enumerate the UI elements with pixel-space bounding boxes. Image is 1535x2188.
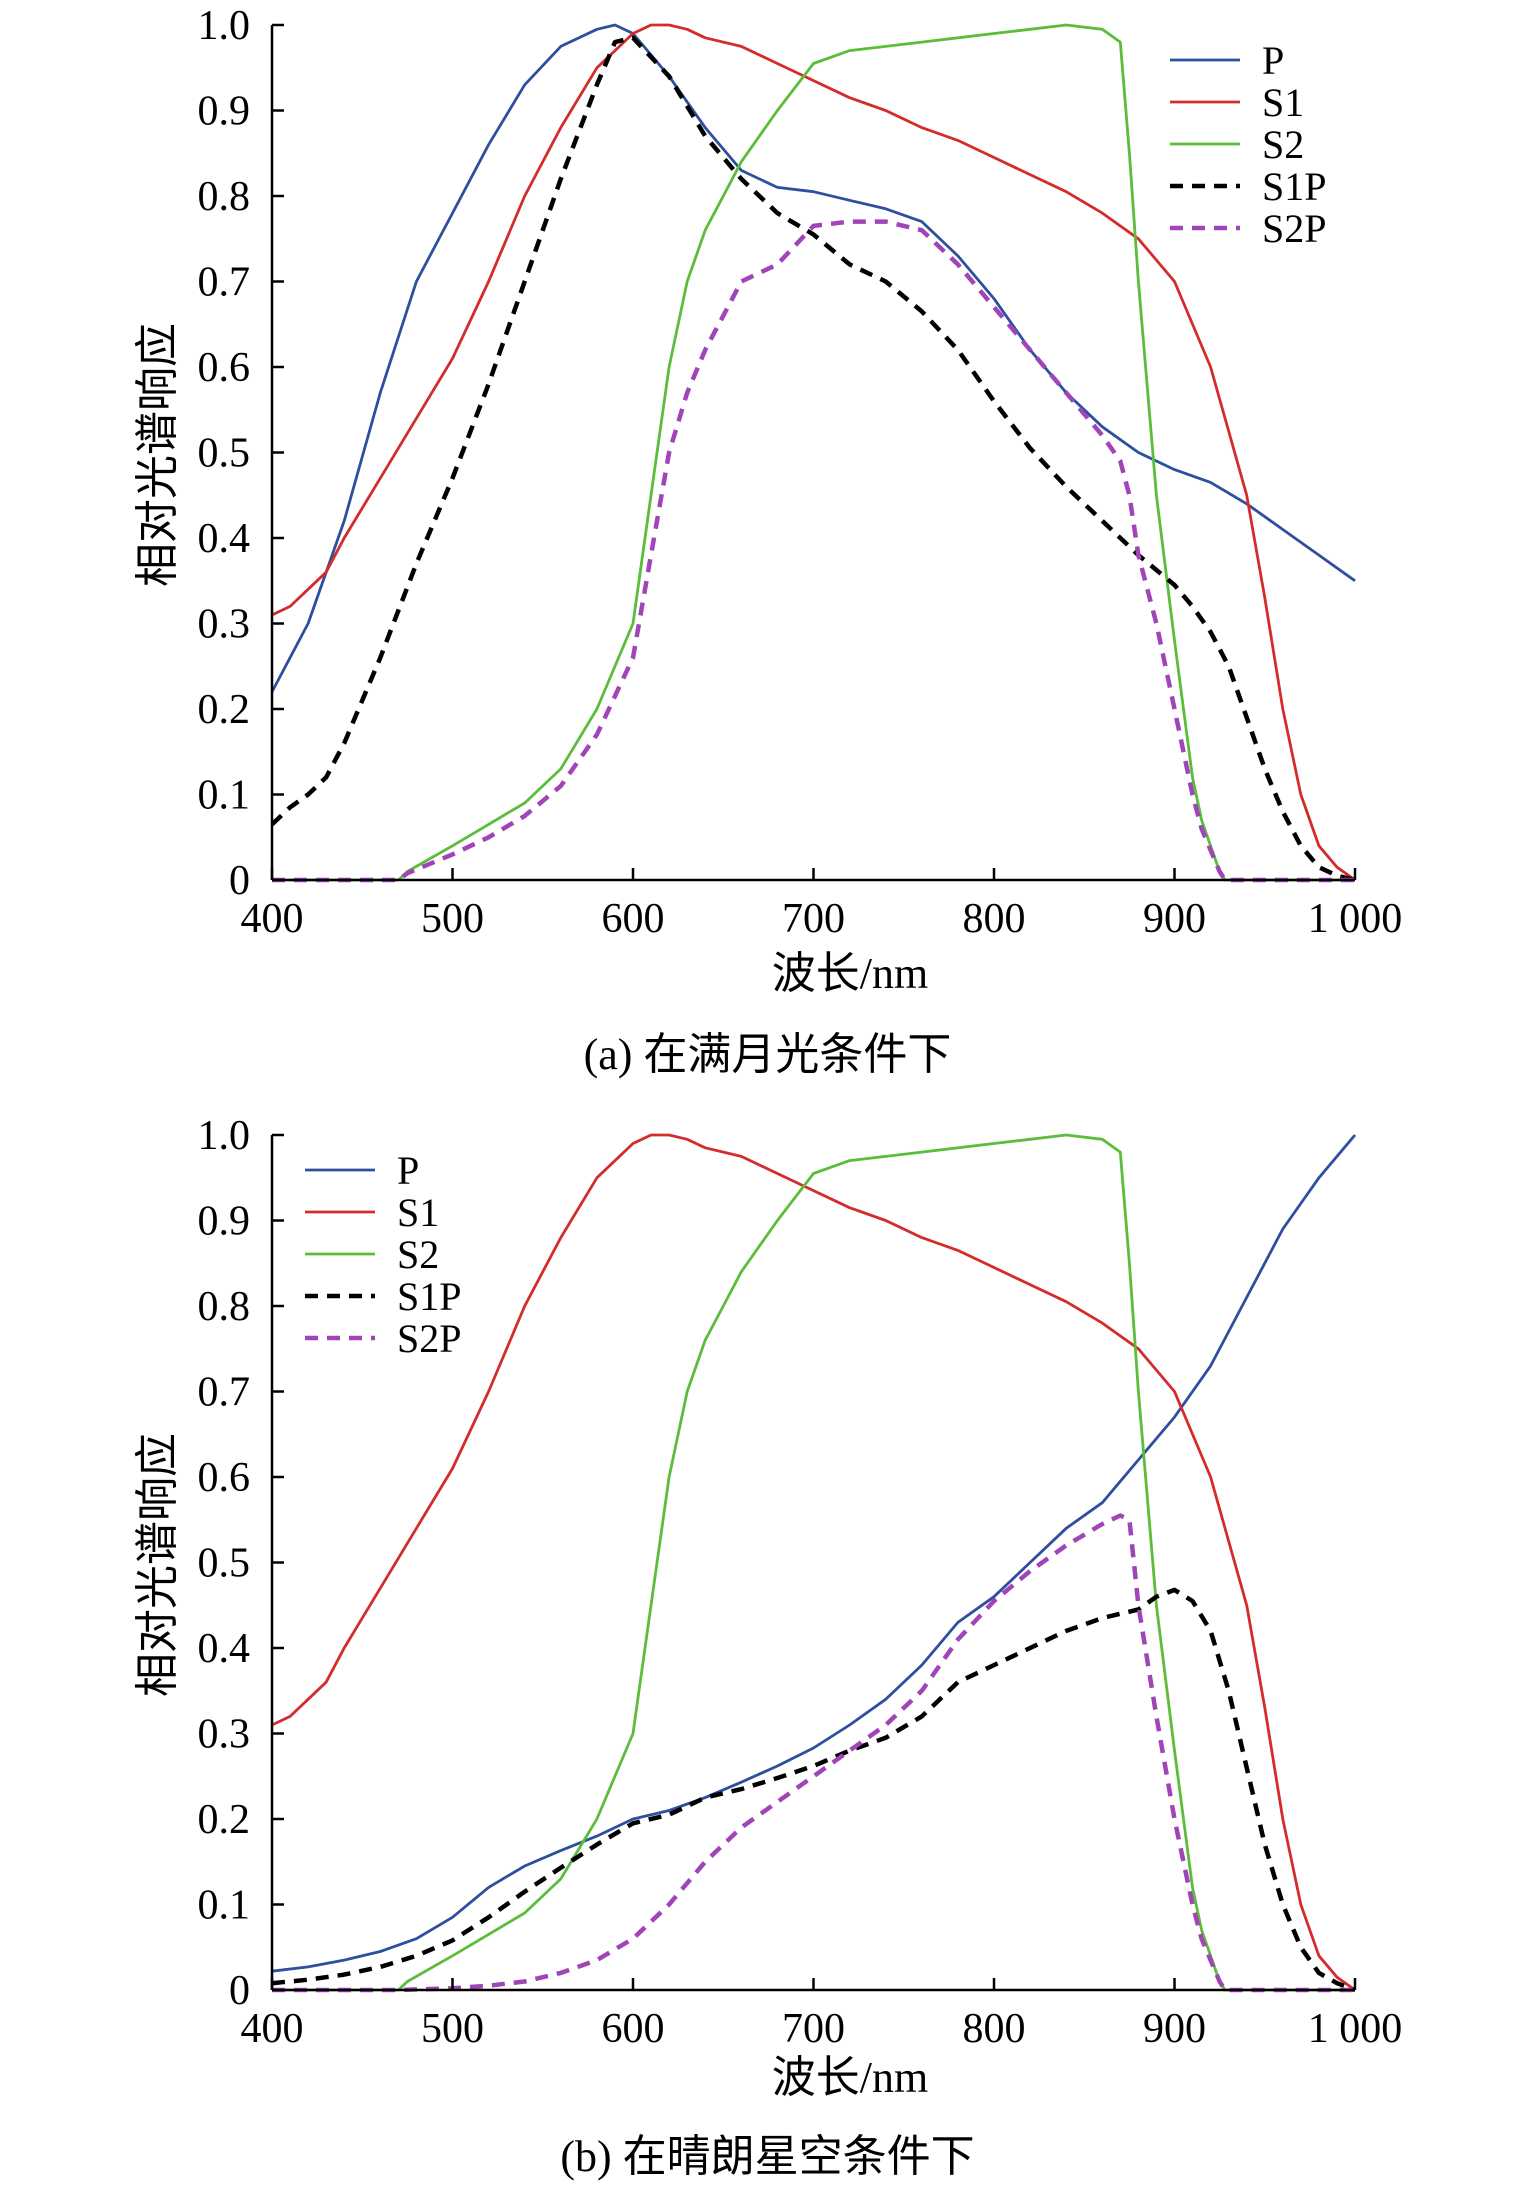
x-tick-label: 600 (602, 896, 665, 942)
x-tick-label: 500 (421, 896, 484, 942)
y-tick-label: 0 (229, 1968, 250, 2014)
series-line-s1p (271, 1587, 1356, 1993)
caption-a: (a) 在满月光条件下 (583, 1030, 952, 1079)
x-axis-label: 波长/nm (772, 949, 928, 998)
legend-label-s2p: S2P (397, 1316, 462, 1361)
legend-label-s2: S2 (397, 1232, 439, 1277)
legend-label-s1p: S1P (397, 1274, 462, 1319)
y-tick-label: 1.0 (198, 3, 251, 49)
y-tick-label: 0.5 (198, 1541, 251, 1587)
y-tick-label: 0.5 (198, 431, 251, 477)
y-tick-label: 0.2 (198, 1797, 251, 1843)
x-tick-label: 1 000 (1308, 896, 1403, 942)
y-tick-label: 0.2 (198, 687, 251, 733)
series-line-p (270, 23, 1356, 693)
series-line-p (271, 1134, 1357, 1973)
x-tick-label: 800 (963, 2006, 1026, 2052)
x-tick-label: 800 (963, 896, 1026, 942)
y-tick-label: 0.8 (198, 174, 251, 220)
series-line-s2p (272, 219, 1355, 883)
legend-label-s2p: S2P (1262, 206, 1327, 251)
y-tick-label: 0.6 (198, 1455, 251, 1501)
x-tick-label: 400 (241, 896, 304, 942)
y-tick-label: 0.7 (198, 1370, 251, 1416)
y-axis-label: 相对光谱响应 (133, 323, 182, 587)
y-tick-label: 0 (229, 858, 250, 904)
series-line-s1 (271, 23, 1356, 882)
series-line-s1p (270, 35, 1356, 883)
y-tick-label: 0.3 (198, 602, 251, 648)
y-tick-label: 1.0 (198, 1113, 251, 1159)
y-tick-label: 0.6 (198, 345, 251, 391)
caption-b: (b) 在晴朗星空条件下 (560, 2132, 975, 2181)
legend-label-s1: S1 (397, 1190, 439, 1235)
series-line-s2 (272, 1133, 1355, 1992)
x-tick-label: 400 (241, 2006, 304, 2052)
x-tick-label: 900 (1143, 2006, 1206, 2052)
series-line-s2p (272, 1513, 1355, 1993)
series-layer (270, 23, 1356, 883)
legend-label-s1p: S1P (1262, 164, 1327, 209)
y-tick-label: 0.4 (198, 516, 251, 562)
series-layer (271, 1133, 1357, 1993)
legend-label-p: P (1262, 38, 1284, 83)
y-tick-label: 0.4 (198, 1626, 251, 1672)
series-line-s2 (272, 23, 1355, 882)
legend-label-p: P (397, 1148, 419, 1193)
y-tick-label: 0.8 (198, 1284, 251, 1330)
y-axis-label: 相对光谱响应 (133, 1433, 182, 1697)
x-tick-label: 500 (421, 2006, 484, 2052)
legend-label-s2: S2 (1262, 122, 1304, 167)
y-tick-label: 0.9 (198, 1199, 251, 1245)
y-tick-label: 0.1 (198, 1883, 251, 1929)
y-tick-label: 0.3 (198, 1712, 251, 1758)
axes-layer: 400 500 600 700 800 900 1 000 0 0.1 0.2 0.3 0.4 0.5 0… (198, 1113, 1403, 2052)
legend-label-s1: S1 (1262, 80, 1304, 125)
x-tick-label: 900 (1143, 896, 1206, 942)
x-tick-label: 1 000 (1308, 2006, 1403, 2052)
y-tick-label: 0.7 (198, 260, 251, 306)
series-line-s1 (271, 1133, 1356, 1992)
y-tick-label: 0.1 (198, 773, 251, 819)
y-tick-label: 0.9 (198, 89, 251, 135)
chart-b: 400 500 600 700 800 900 1 000 0 0.1 0.2 0.3 0.4 0.5 0… (133, 1113, 1403, 2102)
axes-layer: 400 500 600 700 800 900 1 000 0 0.1 0.2 0.3 0.4 0.5 0… (198, 3, 1403, 942)
x-tick-label: 700 (782, 2006, 845, 2052)
x-tick-label: 600 (602, 2006, 665, 2052)
x-tick-label: 700 (782, 896, 845, 942)
chart-a: 400 500 600 700 800 900 1 000 0 0.1 0.2 0.3 0.4 0.5 0… (133, 3, 1403, 998)
x-axis-label: 波长/nm (772, 2053, 928, 2102)
